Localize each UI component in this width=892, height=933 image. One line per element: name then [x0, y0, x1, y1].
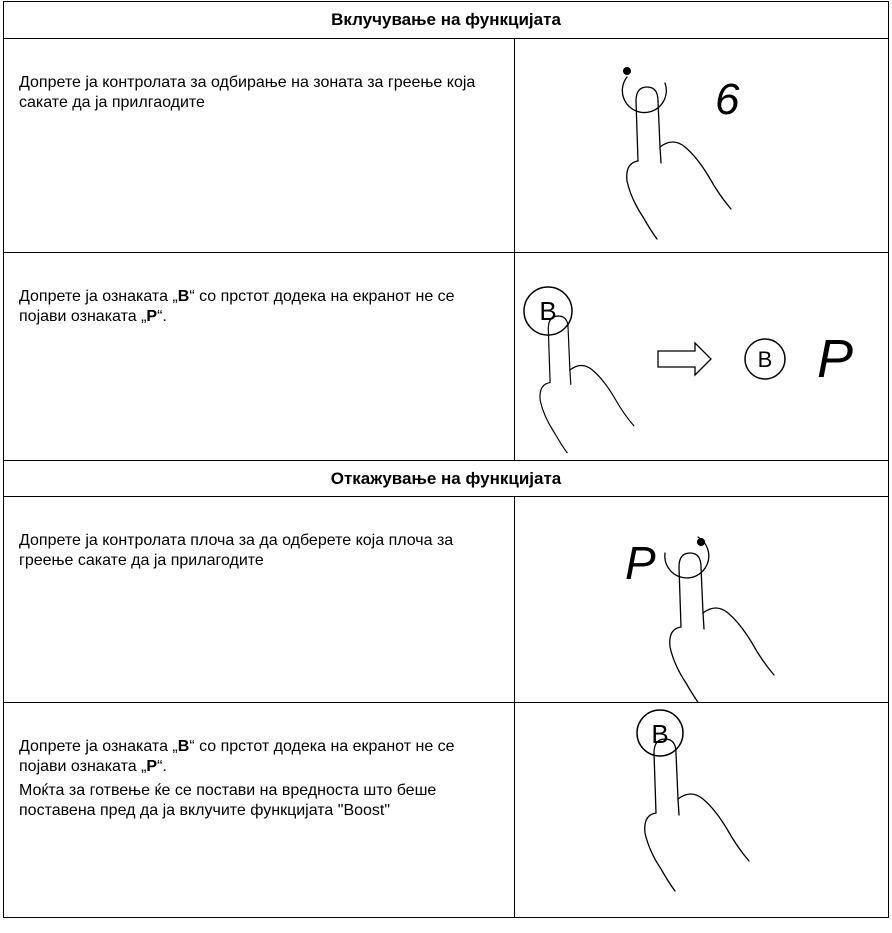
dot [623, 67, 631, 75]
text: “. [157, 758, 167, 775]
text: Допрете ја контролата за одбирање на зон… [19, 74, 476, 111]
dot [697, 538, 705, 546]
button-label: B [651, 719, 668, 749]
text: “. [157, 308, 167, 325]
text-bold: B [177, 738, 190, 755]
button-ring [744, 338, 786, 380]
instruction: Допрете ја ознаката „B“ со прстот додека… [3, 252, 515, 461]
text: Моќта за готвење ќе се постави на вредно… [19, 782, 437, 819]
text-bold: B [177, 288, 190, 305]
control-ring [621, 76, 667, 114]
display-digit: P [625, 537, 656, 589]
paragraph: Допрете ја ознаката „B“ со прстот додека… [19, 737, 500, 777]
text: Допрете ја ознаката „ [19, 288, 178, 305]
figure-cell: B B P [514, 252, 889, 461]
button-ring [636, 709, 684, 757]
hand [539, 315, 635, 454]
text: Допрете ја ознаката „ [19, 738, 178, 755]
instruction: Допрете ја контролата плоча за да одбере… [3, 496, 515, 703]
text: “ со прстот додека на екранот не се поја… [19, 288, 455, 325]
button-label: B [758, 347, 773, 372]
text: “ со прстот додека на екранот не се поја… [19, 738, 455, 775]
section-title: Вклучување на функцијата [3, 1, 889, 39]
figure-cell: 6 [514, 38, 889, 253]
section-title: Откажување на функцијата [3, 460, 889, 497]
display-digit: 6 [715, 75, 740, 124]
text-bold: P [146, 308, 158, 325]
display-digit: P [817, 329, 853, 389]
hand [644, 738, 750, 892]
paragraph: Допрете ја контролата плоча за да одбере… [19, 531, 500, 571]
paragraph: Моќта за готвење ќе се постави на вредно… [19, 781, 500, 821]
button-label: B [539, 296, 556, 326]
figure-cell: P [514, 496, 889, 706]
text: Допрете ја контролата плоча за да одбере… [19, 532, 454, 569]
figure: P [625, 536, 775, 706]
figure: 6 [621, 67, 740, 240]
paragraph: Допрете ја контролата за одбирање на зон… [19, 73, 500, 113]
figure: B [636, 709, 750, 892]
figure: B B P [523, 286, 853, 454]
arrow [657, 341, 712, 377]
instruction: Допрете ја контролата за одбирање на зон… [3, 38, 515, 253]
hand [669, 552, 775, 706]
control-ring [664, 536, 710, 579]
figure-cell: B [514, 702, 889, 918]
instruction: Допрете ја ознаката „B“ со прстот додека… [3, 702, 515, 918]
text-bold: P [146, 758, 158, 775]
paragraph: Допрете ја ознаката „B“ со прстот додека… [19, 287, 500, 327]
